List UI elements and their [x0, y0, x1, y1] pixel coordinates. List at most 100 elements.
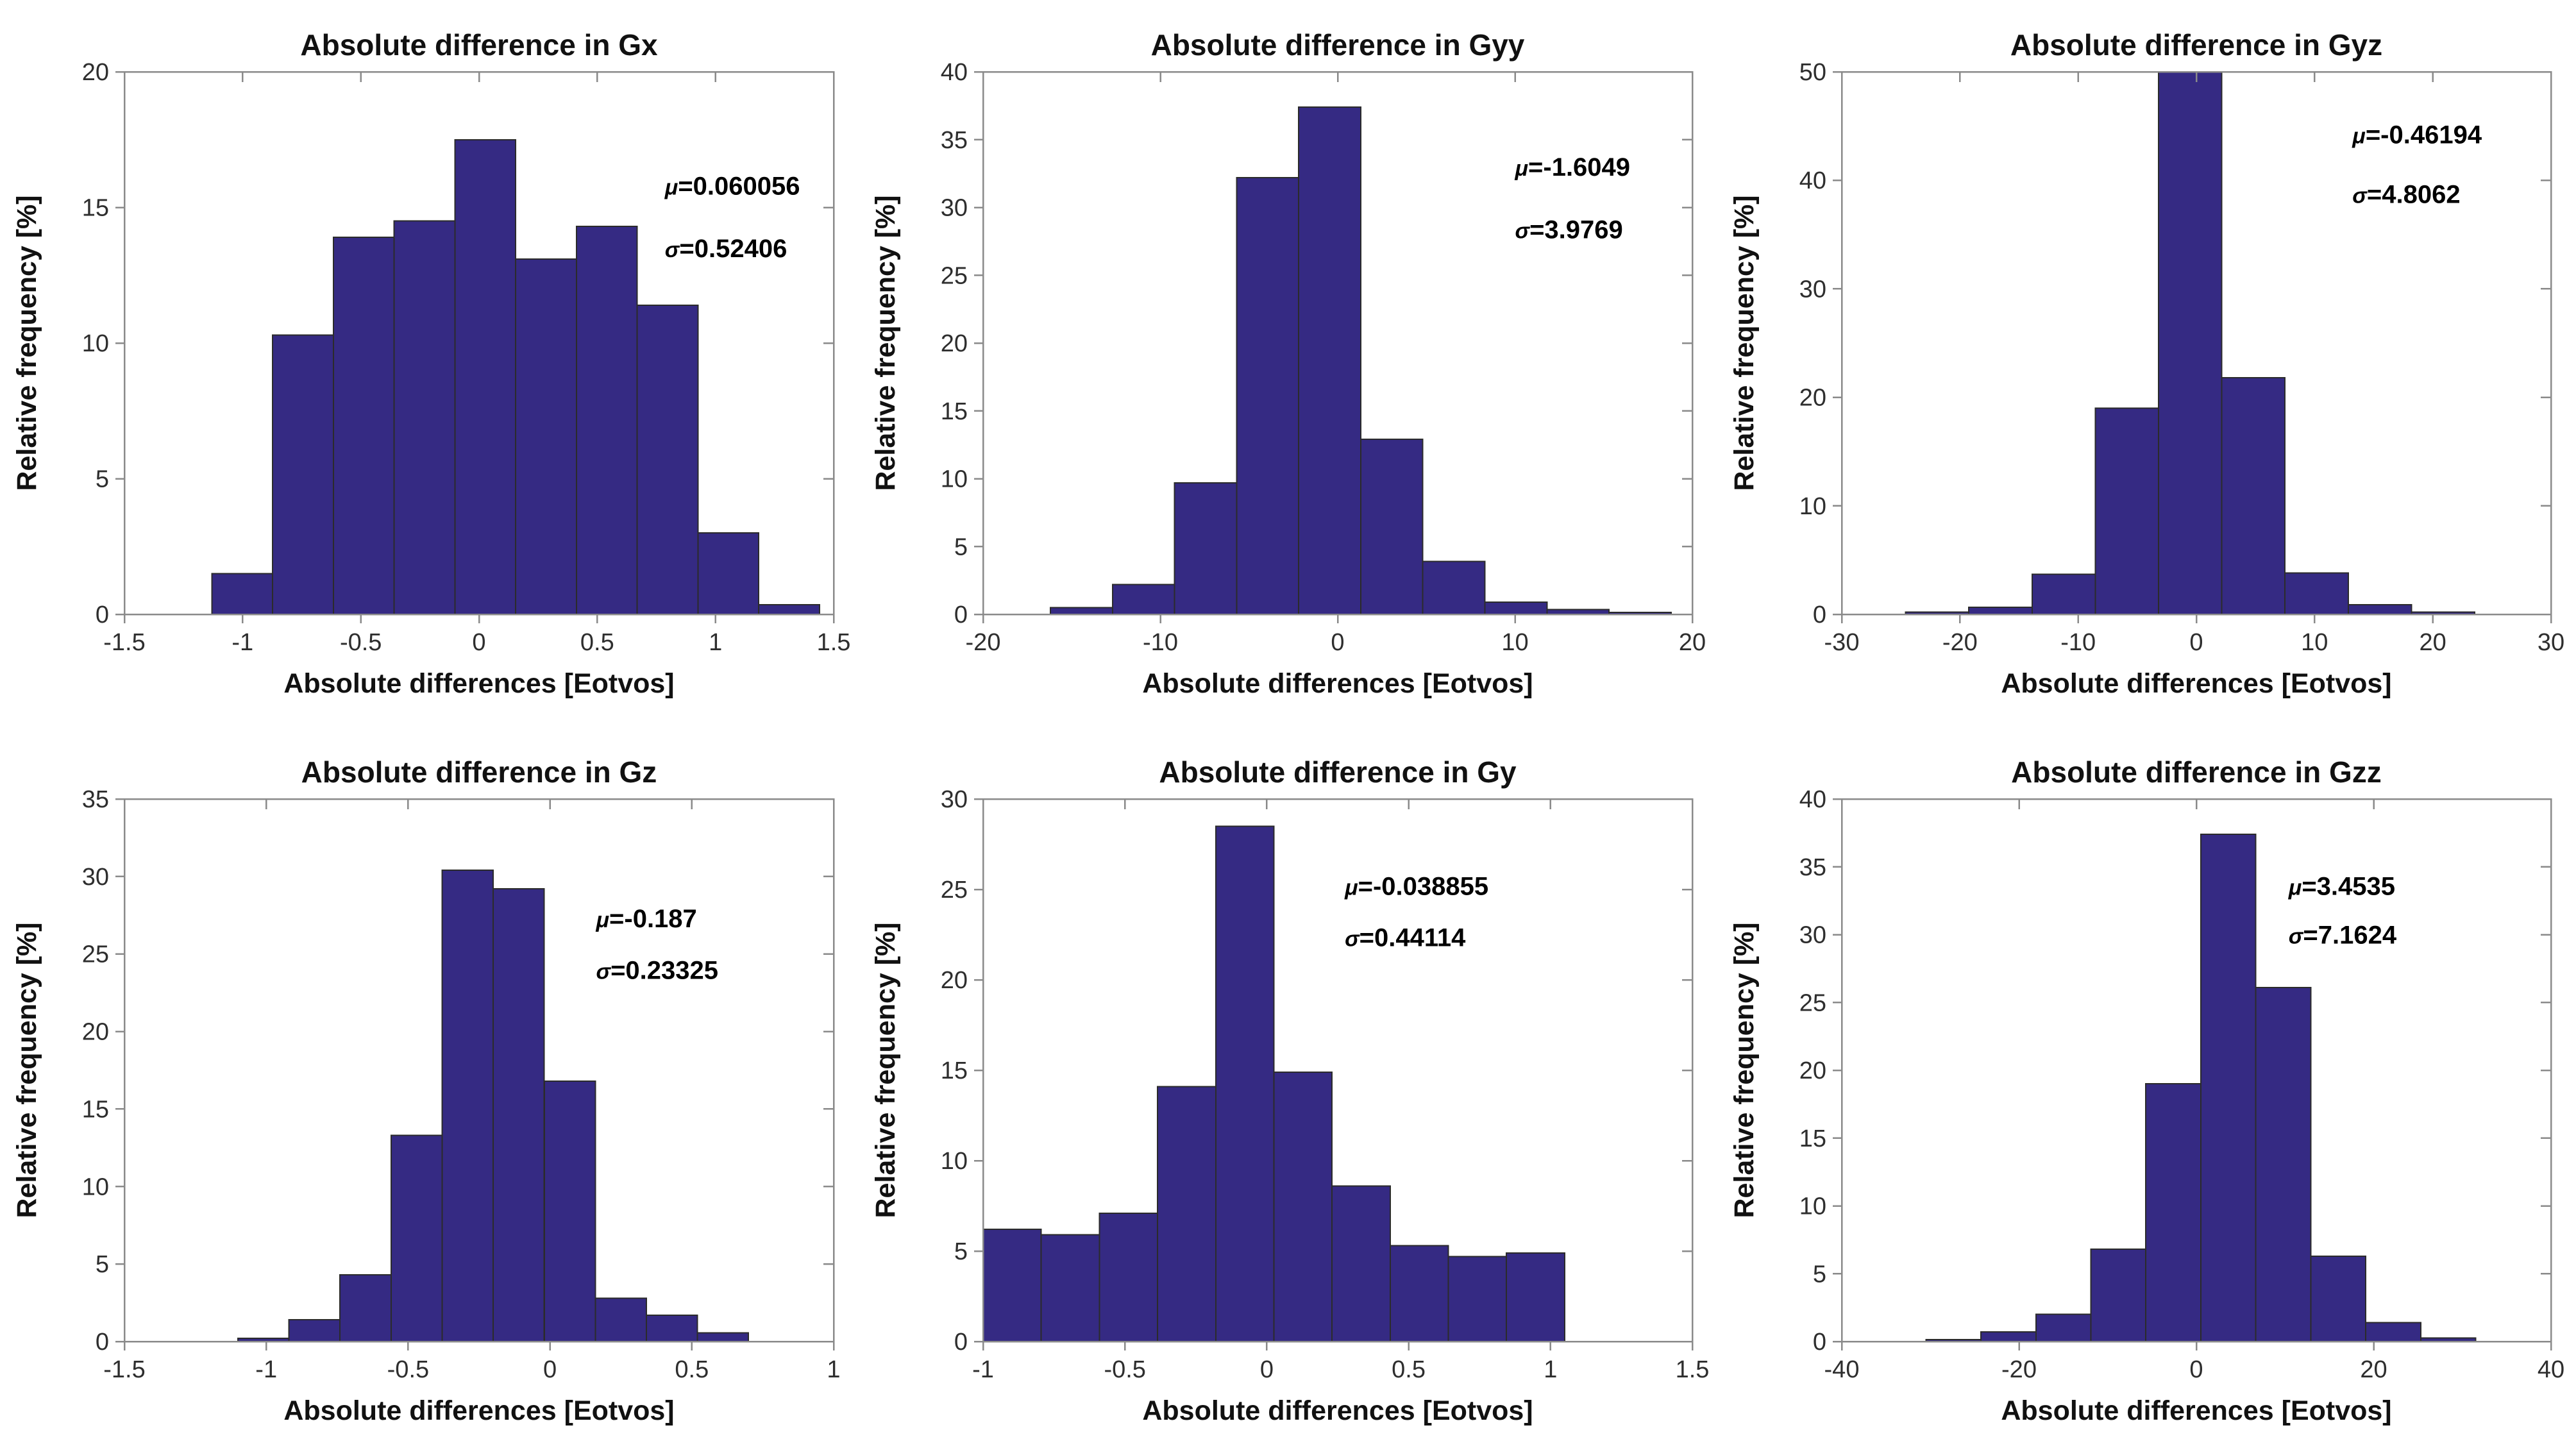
sigma-symbol: σ [1345, 927, 1360, 952]
y-axis-label: Relative frequency [%] [870, 195, 901, 491]
chart-title: Absolute difference in Gz [301, 755, 657, 789]
x-tick-label: 30 [2538, 629, 2564, 656]
mu-value: =-0.187 [609, 905, 697, 933]
x-tick-label: 1 [827, 1356, 840, 1383]
bar-gyy-1 [1111, 584, 1175, 615]
bar-gy-3 [1157, 1086, 1216, 1343]
bar-gyy-2 [1174, 482, 1238, 615]
tick-marks [115, 71, 835, 623]
bars-gx [211, 139, 820, 616]
bar-gz-1 [288, 1319, 341, 1343]
x-axis-label: Absolute differences [Eotvos] [283, 668, 674, 699]
mu-annotation: μ=-0.038855 [1344, 872, 1488, 900]
tick-marks [974, 71, 1694, 623]
bar-gyz-1 [1968, 607, 2033, 615]
bar-gz-9 [696, 1332, 750, 1343]
y-tick-label: 5 [954, 1238, 968, 1265]
x-tick-label: 0 [1260, 1356, 1274, 1383]
bars-gz [237, 870, 750, 1343]
mu-value: =-1.6049 [1528, 153, 1630, 181]
bar-gx-0 [211, 573, 274, 615]
bar-gx-3 [393, 220, 456, 616]
bar-gyz-5 [2221, 377, 2286, 615]
x-tick-label: -20 [966, 629, 1001, 656]
chart-title: Absolute difference in Gy [1159, 755, 1517, 789]
y-axis-label: Relative frequency [%] [12, 195, 42, 491]
chart-title: Absolute difference in Gyz [2010, 28, 2382, 62]
bar-gy-7 [1389, 1245, 1449, 1342]
mu-annotation: μ=-1.6049 [1515, 153, 1631, 181]
mu-symbol: μ [1344, 875, 1358, 900]
x-tick-label: 0.5 [1392, 1356, 1426, 1383]
mu-annotation: μ=-0.46194 [2352, 121, 2482, 149]
bar-gyy-4 [1298, 106, 1362, 615]
y-tick-label: 30 [941, 195, 968, 222]
bar-gx-1 [272, 334, 334, 615]
histogram-gzz-svg: -40 -20 0 20 40 0 5 10 15 20 25 30 35 40 Absolute diff… [1729, 755, 2564, 1426]
y-tick-label: 10 [941, 466, 968, 493]
subplot-gyz: -30 -20 -10 0 10 20 30 0 10 20 30 40 50 Absolute diff… [1717, 0, 2576, 728]
x-tick-label: 0 [2189, 1356, 2203, 1383]
y-tick-label: 40 [1799, 786, 1826, 813]
subplot-gyy: -20 -10 0 10 20 0 5 10 15 20 25 30 35 40 Absolute diff… [859, 0, 1717, 728]
mu-symbol: μ [2288, 875, 2302, 900]
mu-symbol: μ [2352, 124, 2366, 148]
x-tick-label: 1 [709, 629, 722, 656]
y-tick-label: 0 [96, 1329, 109, 1356]
sigma-symbol: σ [2289, 925, 2304, 949]
y-tick-label: 10 [82, 1173, 109, 1200]
bar-gx-9 [758, 604, 820, 616]
x-axis-label: Absolute differences [Eotvos] [2001, 668, 2391, 699]
histogram-gyz-svg: -30 -20 -10 0 10 20 30 0 10 20 30 40 50 Absolute diff… [1729, 28, 2564, 699]
sigma-value: =0.23325 [610, 957, 718, 985]
x-tick-label: -10 [2060, 629, 2096, 656]
bar-gyy-5 [1360, 439, 1424, 615]
mu-symbol: μ [596, 908, 610, 932]
x-tick-label: 10 [1501, 629, 1528, 656]
bar-gz-6 [543, 1080, 596, 1343]
bars-gy [982, 825, 1565, 1343]
x-tick-label: -40 [1824, 1356, 1860, 1383]
x-tick-label: 10 [2301, 629, 2328, 656]
bar-gyy-7 [1484, 601, 1548, 615]
axes-frame [123, 798, 835, 1343]
y-axis-label: Relative frequency [%] [1729, 922, 1760, 1218]
x-tick-label: 1.5 [817, 629, 851, 656]
x-tick-label: -0.5 [1104, 1356, 1145, 1383]
x-tick-label: 20 [2360, 1356, 2387, 1383]
x-tick-label: 1 [1544, 1356, 1557, 1383]
y-tick-label: 0 [96, 601, 109, 628]
bar-gzz-2 [2035, 1313, 2092, 1343]
y-tick-label: 35 [82, 786, 109, 813]
y-tick-label: 30 [1799, 922, 1826, 949]
bar-gy-9 [1506, 1252, 1565, 1342]
x-tick-label: -0.5 [387, 1356, 429, 1383]
y-tick-label: 35 [1799, 854, 1826, 881]
bar-gz-3 [390, 1134, 443, 1342]
bar-gzz-8 [2365, 1322, 2421, 1343]
bar-gz-5 [492, 888, 545, 1342]
y-tick-label: 25 [82, 941, 109, 968]
y-axis-label: Relative frequency [%] [870, 922, 901, 1218]
bar-gy-0 [982, 1229, 1042, 1343]
bars-gyy [1050, 106, 1672, 616]
y-tick-label: 25 [1799, 989, 1826, 1016]
y-tick-label: 30 [941, 786, 968, 813]
bar-gyy-3 [1236, 177, 1300, 615]
subplot-gx: -1.5 -1 -0.5 0 0.5 1 1.5 0 5 10 15 20 Absolute diffe… [0, 0, 859, 728]
subplot-gzz: -40 -20 0 20 40 0 5 10 15 20 25 30 35 40 Absolute diff… [1717, 727, 2576, 1455]
sigma-value: =0.44114 [1360, 924, 1466, 952]
y-tick-label: 10 [82, 330, 109, 357]
bar-gyz-3 [2094, 407, 2160, 615]
y-tick-label: 35 [941, 127, 968, 154]
sigma-annotation: σ=0.44114 [1345, 924, 1466, 952]
x-axis-label: Absolute differences [Eotvos] [2001, 1395, 2391, 1426]
y-tick-label: 10 [1799, 1193, 1826, 1220]
bar-gy-1 [1040, 1234, 1100, 1342]
bar-gx-5 [515, 258, 577, 615]
bar-gyz-2 [2031, 573, 2096, 616]
x-axis-label: Absolute differences [Eotvos] [1142, 1395, 1533, 1426]
bar-gx-4 [454, 139, 517, 616]
y-tick-label: 20 [941, 330, 968, 357]
